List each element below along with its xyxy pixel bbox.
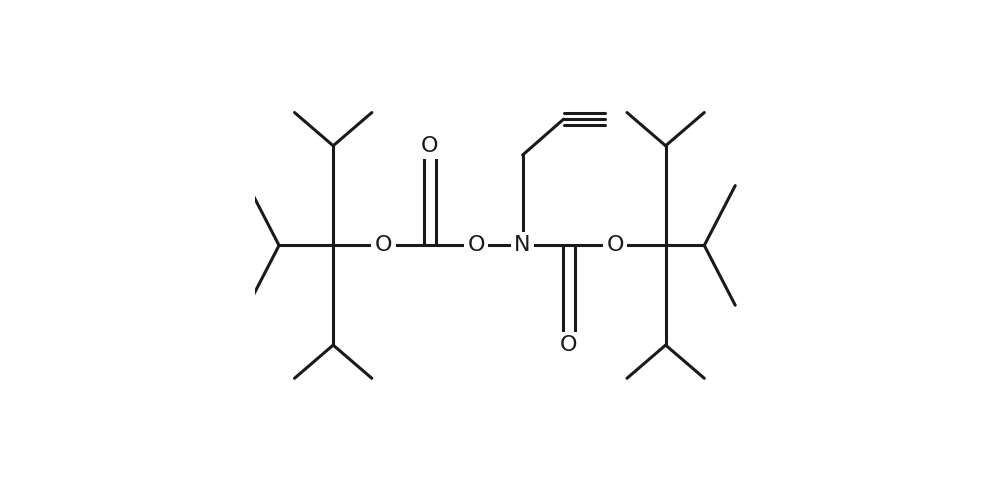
- Text: O: O: [607, 235, 625, 256]
- Text: O: O: [374, 235, 392, 256]
- Text: N: N: [514, 235, 531, 256]
- Text: O: O: [560, 335, 578, 355]
- Text: O: O: [468, 235, 485, 256]
- Text: O: O: [421, 136, 439, 156]
